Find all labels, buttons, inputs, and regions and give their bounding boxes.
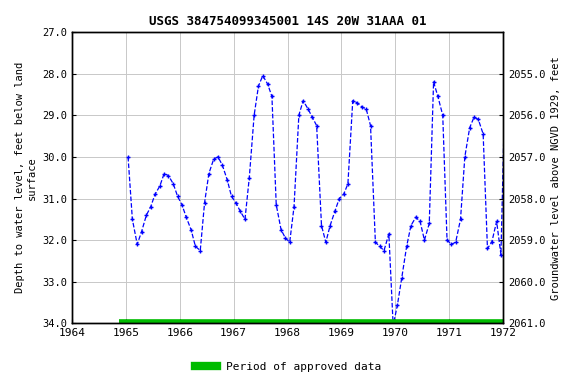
Y-axis label: Groundwater level above NGVD 1929, feet: Groundwater level above NGVD 1929, feet xyxy=(551,56,561,300)
Title: USGS 384754099345001 14S 20W 31AAA 01: USGS 384754099345001 14S 20W 31AAA 01 xyxy=(149,15,426,28)
Y-axis label: Depth to water level, feet below land
surface: Depth to water level, feet below land su… xyxy=(15,62,37,293)
Legend: Period of approved data: Period of approved data xyxy=(191,358,385,377)
